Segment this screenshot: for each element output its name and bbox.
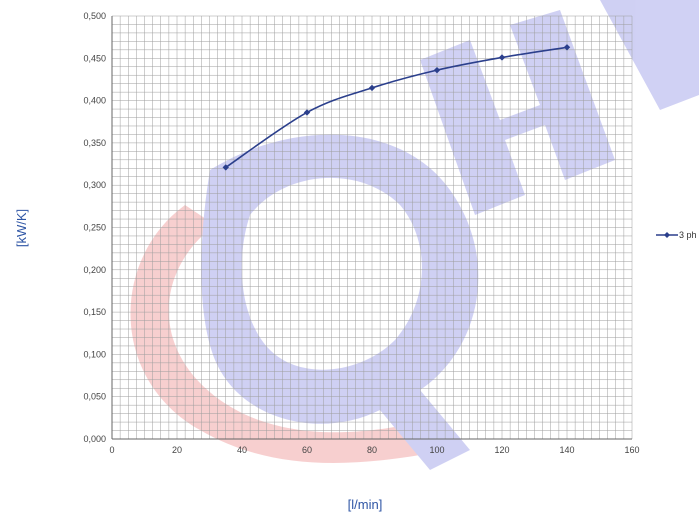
watermark-blue-shape (201, 134, 479, 470)
y-tick-label: 0,100 (83, 349, 106, 359)
chart-grid (111, 15, 633, 440)
x-tick-label: 80 (367, 445, 377, 455)
y-tick-label: 0,400 (83, 96, 106, 106)
x-tick-label: 20 (172, 445, 182, 455)
x-tick-label: 0 (109, 445, 114, 455)
data-point-marker (563, 44, 571, 51)
y-tick-label: 0,450 (83, 53, 106, 63)
x-tick-label: 120 (494, 445, 509, 455)
data-point-marker (368, 84, 376, 92)
watermark-red-arc (130, 205, 420, 463)
legend-label: 3 ph (679, 230, 697, 240)
x-tick-label: 160 (624, 445, 639, 455)
x-tick-label: 60 (302, 445, 312, 455)
data-point-marker (303, 109, 311, 116)
x-axis-ticks: 0 20 40 60 80 100 120 140 160 (109, 445, 639, 455)
x-tick-label: 100 (429, 445, 444, 455)
y-tick-label: 0,000 (83, 434, 106, 444)
series-layer (222, 44, 571, 171)
y-tick-label: 0,300 (83, 180, 106, 190)
chart-legend: 3 ph (656, 230, 697, 240)
data-point-marker (222, 164, 229, 171)
x-tick-label: 40 (237, 445, 247, 455)
y-tick-label: 0,150 (83, 307, 106, 317)
x-tick-label: 140 (559, 445, 574, 455)
watermark-blue-letters (420, 0, 699, 215)
legend-diamond-marker (664, 232, 670, 238)
y-tick-label: 0,250 (83, 223, 106, 233)
y-axis-ticks: 0,000 0,050 0,100 0,150 0,200 0,250 0,300 0,350… (83, 11, 106, 444)
data-point-marker (498, 54, 506, 61)
watermark-logo (130, 0, 699, 470)
series-line (225, 46, 568, 169)
y-axis-title: [kW/K] (14, 209, 29, 247)
y-tick-label: 0,200 (83, 265, 106, 275)
y-tick-label: 0,350 (83, 138, 106, 148)
y-tick-label: 0,050 (83, 392, 106, 402)
chart-axes (111, 16, 632, 440)
y-tick-label: 0,500 (83, 11, 106, 21)
data-point-marker (433, 66, 441, 74)
x-axis-title: [l/min] (348, 497, 383, 512)
